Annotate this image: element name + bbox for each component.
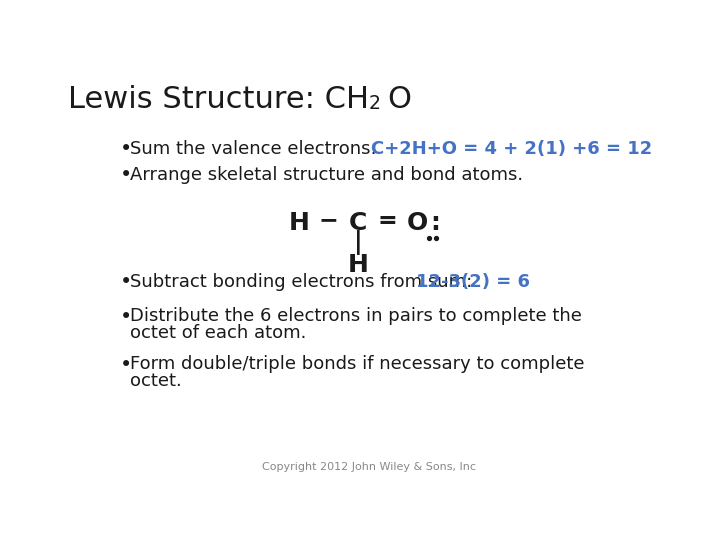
- Text: •: •: [120, 272, 132, 292]
- Text: •: •: [120, 355, 132, 375]
- Text: H: H: [289, 211, 310, 235]
- Text: •: •: [120, 139, 132, 159]
- Text: Distribute the 6 electrons in pairs to complete the: Distribute the 6 electrons in pairs to c…: [130, 307, 582, 325]
- Text: Subtract bonding electrons from sum:: Subtract bonding electrons from sum:: [130, 273, 484, 291]
- Text: C: C: [349, 211, 367, 235]
- Text: Lewis Structure: CH: Lewis Structure: CH: [68, 85, 369, 114]
- Text: 12-3(2) = 6: 12-3(2) = 6: [415, 273, 529, 291]
- Text: |: |: [354, 230, 362, 255]
- Text: octet.: octet.: [130, 372, 182, 390]
- Text: Copyright 2012 John Wiley & Sons, Inc: Copyright 2012 John Wiley & Sons, Inc: [262, 462, 476, 472]
- Text: :: :: [431, 211, 440, 235]
- Text: =: =: [378, 209, 397, 233]
- Text: C+2H+O = 4 + 2(1) +6 = 12: C+2H+O = 4 + 2(1) +6 = 12: [372, 140, 652, 159]
- Text: H: H: [348, 253, 369, 277]
- Text: O: O: [406, 211, 428, 235]
- Text: −: −: [319, 208, 338, 232]
- Text: Sum the valence electrons:: Sum the valence electrons:: [130, 140, 382, 159]
- Text: •: •: [120, 307, 132, 327]
- Text: Arrange skeletal structure and bond atoms.: Arrange skeletal structure and bond atom…: [130, 166, 523, 184]
- Text: Form double/triple bonds if necessary to complete: Form double/triple bonds if necessary to…: [130, 355, 585, 373]
- Text: 2: 2: [369, 94, 381, 113]
- Text: O: O: [387, 85, 411, 114]
- Text: •: •: [120, 165, 132, 185]
- Text: octet of each atom.: octet of each atom.: [130, 325, 307, 342]
